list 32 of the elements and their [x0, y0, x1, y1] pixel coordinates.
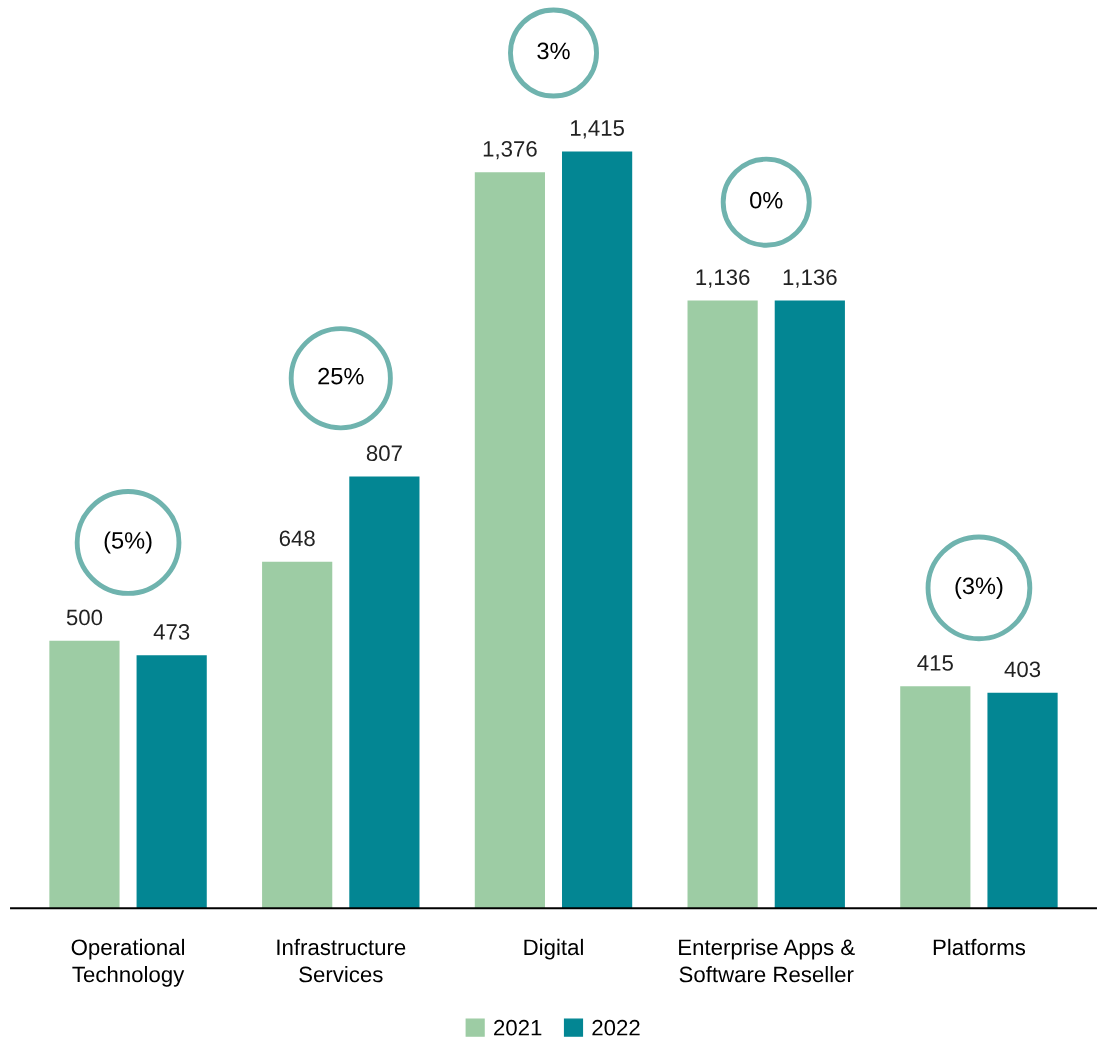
data-label: 807 — [366, 445, 402, 462]
annotation: 0% — [750, 191, 783, 209]
data-label: 500 — [66, 609, 103, 626]
bar — [687, 300, 758, 909]
data-label: 1,415 — [571, 120, 624, 139]
bar — [900, 686, 971, 909]
data-label: 1,136 — [783, 269, 837, 288]
bar — [136, 655, 207, 909]
legend-label: 2022 — [592, 1019, 640, 1036]
x-tick-label: Enterprise Apps & Software Reseller — [679, 938, 855, 983]
bar — [349, 476, 420, 909]
annotation: (5%) — [104, 531, 152, 554]
data-label: 473 — [153, 624, 190, 640]
bar — [262, 561, 333, 909]
x-tick-label: Platforms — [933, 938, 1026, 956]
x-tick-label: Infrastructure Services — [277, 938, 406, 983]
data-label: 403 — [1004, 661, 1041, 678]
bar — [49, 640, 120, 909]
bar — [987, 692, 1058, 909]
legend-label: 2021 — [494, 1019, 542, 1036]
x-tick-label: Digital — [524, 938, 583, 960]
data-label: 1,376 — [483, 141, 537, 160]
annotation: 25% — [318, 367, 364, 385]
bar — [562, 151, 633, 909]
x-tick-label: Operational Technology — [71, 938, 185, 987]
data-label: 415 — [917, 655, 953, 671]
data-label: 648 — [279, 530, 315, 547]
bar — [474, 172, 545, 909]
annotation: (3%) — [955, 576, 1003, 599]
bar — [774, 300, 845, 909]
text: 3% — [537, 42, 570, 60]
data-label: 1,136 — [696, 269, 750, 288]
